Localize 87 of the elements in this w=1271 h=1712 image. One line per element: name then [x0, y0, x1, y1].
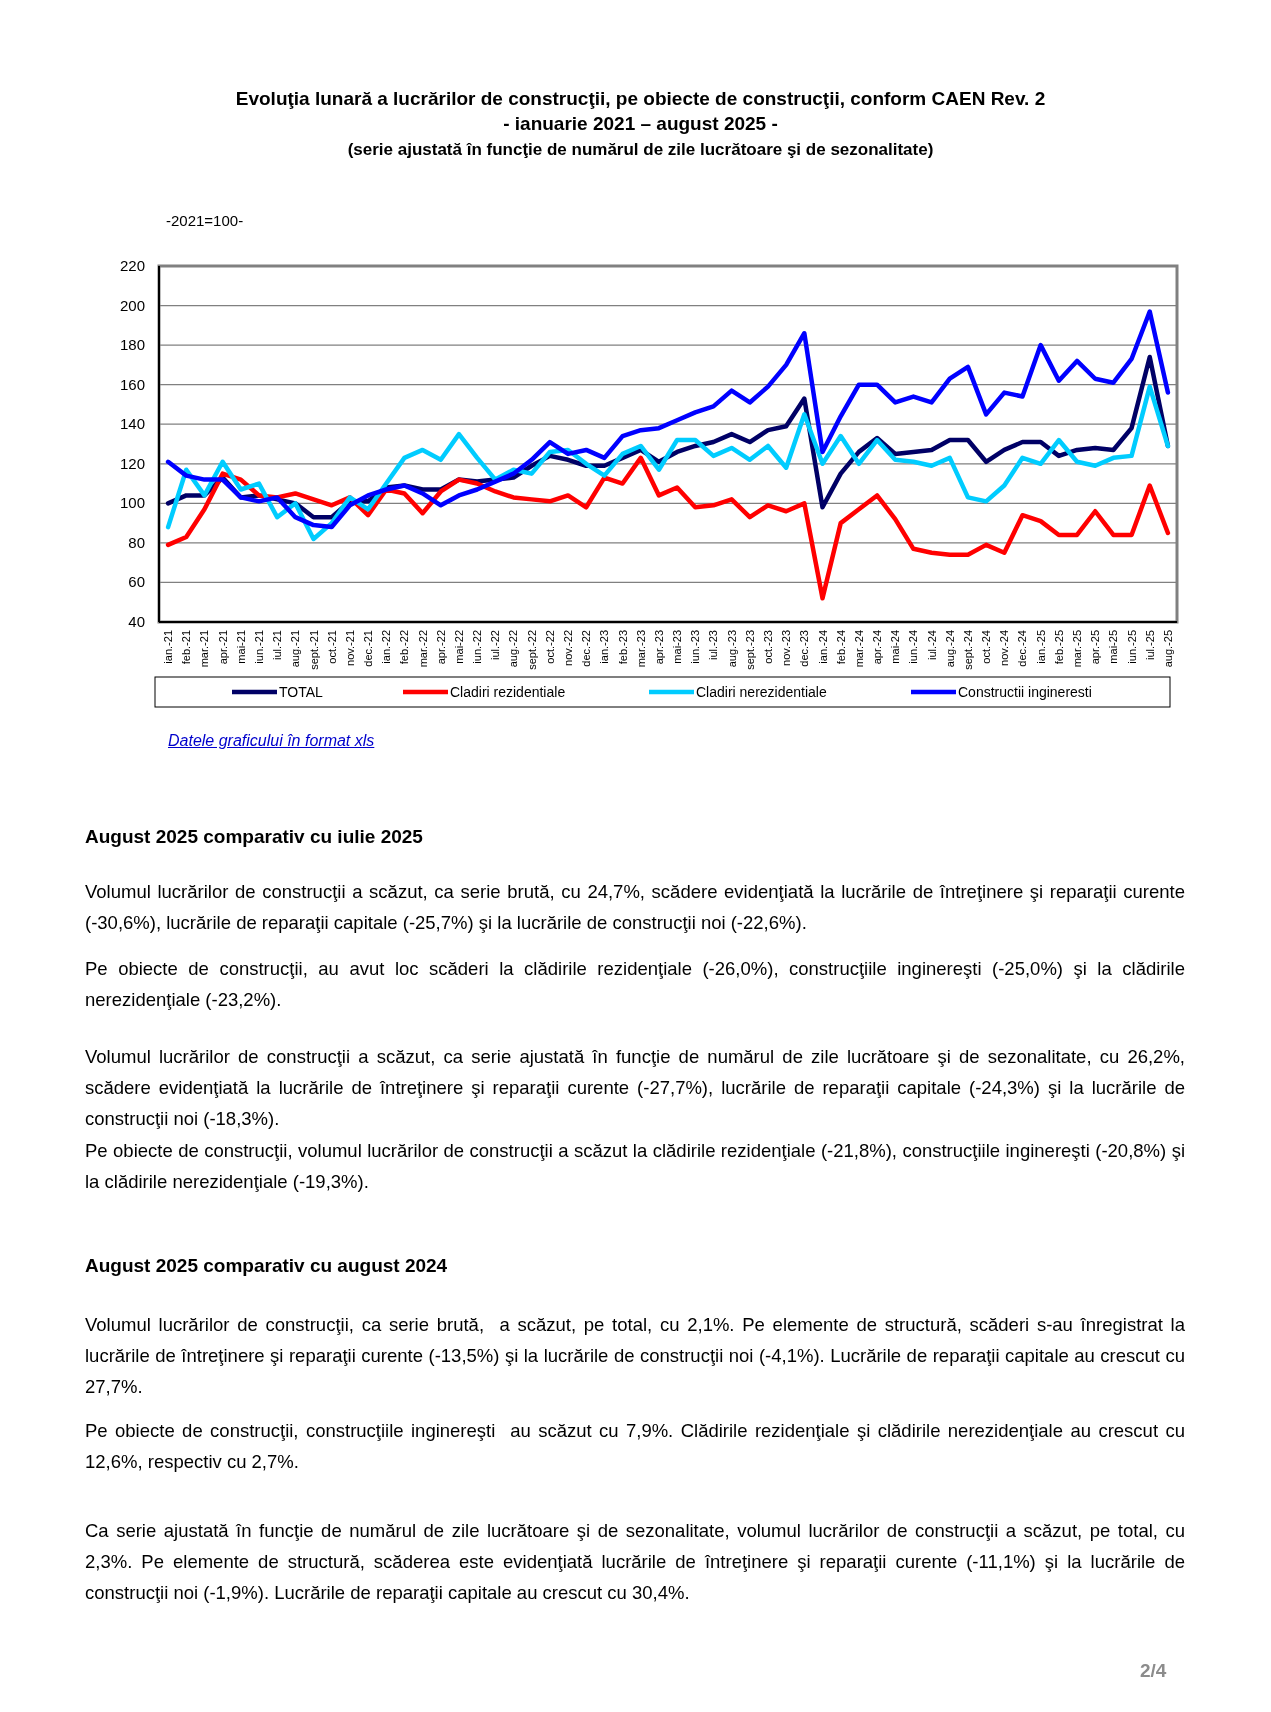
- x-tick-label: iul.-21: [271, 630, 284, 660]
- x-tick-label: feb.-24: [834, 630, 847, 665]
- x-tick-label: dec.-23: [798, 630, 811, 667]
- x-tick-label: mar.-21: [198, 630, 211, 668]
- x-tick-label: mai-25: [1107, 630, 1120, 664]
- legend-label: TOTAL: [279, 684, 324, 700]
- x-tick-label: mai-21: [234, 630, 247, 664]
- x-tick-label: iun.-22: [471, 630, 484, 664]
- text: Pe obiecte de construcţii, construcţiile inginereşti au scăzut cu 7,9%. Clădirile rezidenţiale şi clădirile nerezidenţiale au crescut cu 12,6%, respectiv cu 2,7%.: [85, 1419, 1185, 1474]
- x-tick-label: iul.-23: [707, 630, 720, 660]
- x-tick-label: feb.-21: [180, 630, 193, 665]
- x-tick-label: dec.-22: [580, 630, 593, 667]
- x-tick-label: aug.-21: [289, 630, 302, 668]
- legend-label: Constructii ingineresti: [958, 684, 1092, 700]
- x-tick-label: ian.-24: [816, 630, 829, 664]
- x-tick-label: oct.-24: [980, 630, 993, 664]
- x-tick-label: aug.-22: [507, 630, 520, 668]
- x-tick-label: apr.-24: [871, 630, 884, 665]
- legend-label: Cladiri nerezidentiale: [696, 684, 827, 700]
- x-tick-label: iun.-24: [907, 630, 920, 664]
- x-tick-label: mar.-23: [634, 630, 647, 668]
- line-series: [165, 384, 1171, 542]
- text: Volumul lucrărilor de construcţii, ca serie brută, a scăzut, pe total, cu 2,1%. Pe elemente de structură, scăderi s-au înregistrat la lucrările de întreţinere şi reparaţii curente (-13,5%) şi la lucrările de construcţii noi (-4,1%). Lucrările de reparaţii capitale au crescut cu 27,7%.: [85, 1313, 1185, 1399]
- x-tick-label: oct.-23: [761, 630, 774, 664]
- legend-label: Cladiri rezidentiale: [450, 684, 566, 700]
- x-tick-label: nov.-22: [562, 630, 575, 666]
- x-tick-label: mar.-22: [416, 630, 429, 668]
- text: Volumul lucrărilor de construcţii a scăzut, ca serie brută, cu 24,7%, scădere evidenţiată la lucrările de întreţinere şi reparaţii curente (-30,6%), lucrările de reparaţii capitale (-25,7%) şi la lucrările de construcţii noi (-22,6%).: [85, 880, 1185, 935]
- y-axis-title: -2021=100-: [166, 212, 244, 229]
- x-tick-label: apr.-25: [1089, 630, 1102, 665]
- chart-subtitle: - ianuarie 2021 – august 2025 - (serie ajustată în funcţie de numărul de zile lucrătoare şi de sezonalitate): [347, 113, 934, 159]
- x-tick-label: aug.-24: [943, 630, 956, 668]
- x-tick-label: iul.-25: [1143, 630, 1156, 660]
- line-series: [165, 455, 1171, 601]
- chart-title: Evoluţia lunară a lucrărilor de construcţii, pe obiecte de construcţii, conform CAEN Rev. 2: [235, 88, 1046, 109]
- x-tick-label: nov.-24: [998, 630, 1011, 666]
- x-tick-label: feb.-25: [1052, 630, 1065, 665]
- y-tick-label: 160: [119, 375, 145, 393]
- x-tick-label: mai-24: [889, 630, 902, 664]
- x-tick-label: sept.-23: [743, 630, 756, 670]
- x-tick-label: mai-23: [671, 630, 684, 664]
- y-tick-label: 140: [119, 415, 145, 433]
- x-tick-label: mar.-25: [1071, 630, 1084, 668]
- x-tick-label: nov.-23: [780, 630, 793, 666]
- x-tick-label: aug.-25: [1161, 630, 1174, 668]
- y-tick-label: 200: [119, 296, 145, 314]
- x-tick-label: feb.-22: [398, 630, 411, 665]
- y-tick-label: 60: [128, 573, 145, 591]
- x-tick-label: apr.-23: [652, 630, 665, 665]
- x-tick-label: apr.-21: [216, 630, 229, 665]
- text: Datele graficului în format xls: [168, 732, 375, 750]
- y-tick-label: 220: [119, 257, 145, 274]
- x-tick-label: nov.-21: [343, 630, 356, 666]
- x-tick-label: aug.-23: [725, 630, 738, 668]
- text: Ca serie ajustată în funcţie de numărul de zile lucrătoare şi de sezonalitate, volumul lucrărilor de construcţii a scăzut, pe total, cu 2,3%. Pe elemente de structură, scăderea este evidenţiată lucrările de întreţinere şi reparaţii curente (-11,1%) şi la lucrările de construcţii noi (-1,9%). Lucrările de reparaţii capitale au crescut cu 30,4%.: [85, 1519, 1185, 1605]
- x-tick-label: sept.-22: [525, 630, 538, 670]
- y-tick-label: 40: [128, 613, 145, 630]
- x-tick-label: ian.-23: [598, 630, 611, 664]
- text: August 2025 comparativ cu iulie 2025: [85, 826, 423, 848]
- x-tick-label: iun.-21: [252, 630, 265, 664]
- text: Pe obiecte de construcţii, au avut loc scăderi la clădirile rezidenţiale (-26,0%), construcţiile inginereşti (-25,0%) şi la clădirile nerezidenţiale (-23,2%).: [85, 957, 1185, 1012]
- x-tick-label: oct.-21: [325, 630, 338, 664]
- x-tick-label: sept.-21: [307, 630, 320, 670]
- x-tick-label: iul.-24: [925, 630, 938, 660]
- x-tick-label: mai-22: [452, 630, 465, 664]
- text: 2/4: [1140, 1660, 1167, 1682]
- y-tick-label: 80: [128, 533, 145, 551]
- x-tick-label: mar.-24: [852, 630, 865, 668]
- y-tick-label: 180: [119, 336, 145, 354]
- x-tick-label: iul.-22: [489, 630, 502, 660]
- x-tick-label: dec.-24: [1016, 630, 1029, 667]
- x-tick-label: apr.-22: [434, 630, 447, 665]
- text: August 2025 comparativ cu august 2024: [85, 1255, 448, 1277]
- text: Pe obiecte de construcţii, volumul lucrărilor de construcţii a scăzut la clădirile rezidenţiale (-21,8%), construcţiile inginereşti (-20,8%) şi la clădirile nerezidenţiale (-19,3%).: [85, 1139, 1185, 1194]
- x-tick-label: sept.-24: [961, 630, 974, 670]
- y-tick-label: 120: [119, 454, 145, 472]
- x-tick-label: iun.-23: [689, 630, 702, 664]
- x-tick-label: ian.-22: [380, 630, 393, 664]
- text: Volumul lucrărilor de construcţii a scăzut, ca serie ajustată în funcţie de numărul de zile lucrătoare şi de sezonalitate, cu 26,2%, scădere evidenţiată la lucrările de întreţinere şi reparaţii curente (-27,7%), lucrările de reparaţii capitale (-24,3%) şi la lucrările de construcţii noi (-18,3%).: [85, 1045, 1185, 1131]
- x-tick-label: feb.-23: [616, 630, 629, 665]
- line-series: [165, 309, 1171, 530]
- y-tick-label: 100: [119, 494, 145, 512]
- x-tick-label: iun.-25: [1125, 630, 1138, 664]
- x-tick-label: ian.-25: [1034, 630, 1047, 664]
- x-tick-label: ian.-21: [162, 630, 175, 664]
- x-tick-label: dec.-21: [362, 630, 375, 667]
- x-tick-label: oct.-22: [543, 630, 556, 664]
